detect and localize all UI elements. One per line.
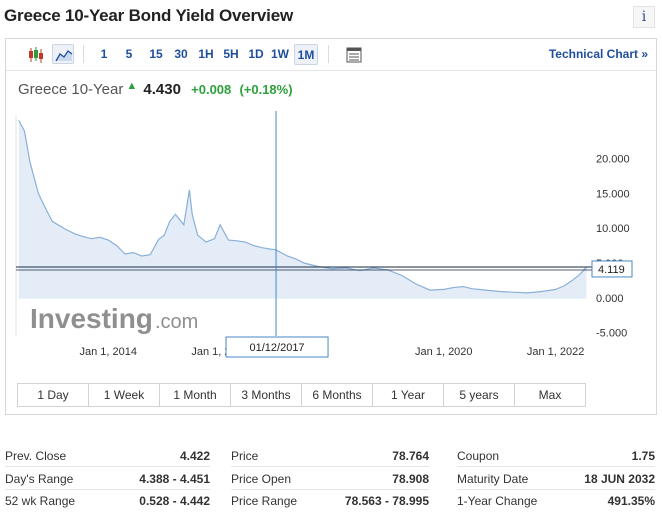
investing-watermark-domain: .com bbox=[155, 311, 198, 333]
y-tick-label: 10.000 bbox=[596, 223, 630, 235]
instrument-name: Greece 10-Year bbox=[18, 81, 124, 98]
range-1-day[interactable]: 1 Day bbox=[18, 384, 89, 406]
stat-value: 78.563 - 78.995 bbox=[344, 494, 429, 508]
stat-price-open: Price Open 78.908 bbox=[231, 468, 429, 490]
stat-price: Price 78.764 bbox=[231, 445, 429, 467]
toolbar-separator bbox=[83, 45, 84, 63]
stat-value: 4.422 bbox=[179, 449, 210, 463]
technical-chart-link[interactable]: Technical Chart » bbox=[548, 47, 648, 61]
stat-value: 78.764 bbox=[392, 449, 429, 463]
y-tick-label: 15.000 bbox=[596, 188, 630, 200]
last-value-label: 4.119 bbox=[598, 264, 625, 276]
divider bbox=[5, 466, 210, 467]
stat-label: Maturity Date bbox=[457, 472, 529, 486]
crosshair-date-label: 01/12/2017 bbox=[250, 342, 305, 354]
up-arrow-icon: ▲ bbox=[126, 80, 138, 92]
range-1-year[interactable]: 1 Year bbox=[373, 384, 444, 406]
timeframe-1h[interactable]: 1H bbox=[198, 47, 214, 61]
stat-label: 52 wk Range bbox=[5, 494, 76, 508]
stat-label: Price Open bbox=[231, 472, 292, 486]
stat-value: 4.388 - 4.451 bbox=[139, 472, 210, 486]
timeframe-1min[interactable]: 1 bbox=[100, 47, 108, 61]
stat-52wk-range: 52 wk Range 0.528 - 4.442 bbox=[5, 490, 210, 512]
price-change-pct: (+0.18%) bbox=[239, 82, 293, 97]
timeframe-15min[interactable]: 15 bbox=[149, 47, 163, 61]
stat-days-range: Day's Range 4.388 - 4.451 bbox=[5, 468, 210, 490]
stat-label: Price Range bbox=[231, 494, 298, 508]
series-area-fill bbox=[18, 120, 587, 299]
divider bbox=[457, 489, 655, 490]
stat-label: 1-Year Change bbox=[457, 494, 538, 508]
quote-header: Greece 10-Year ▲ 4.430 +0.008 (+0.18%) bbox=[18, 80, 293, 98]
range-1-week[interactable]: 1 Week bbox=[89, 384, 160, 406]
divider bbox=[231, 466, 429, 467]
range-6-months[interactable]: 6 Months bbox=[302, 384, 373, 406]
area-chart-icon[interactable] bbox=[52, 44, 74, 64]
stat-value: 0.528 - 4.442 bbox=[139, 494, 210, 508]
y-tick-label: 0.000 bbox=[596, 293, 624, 305]
series-line bbox=[18, 120, 587, 294]
divider bbox=[457, 466, 655, 467]
stat-label: Day's Range bbox=[5, 472, 74, 486]
range-max[interactable]: Max bbox=[515, 384, 585, 406]
chart-toolbar: 1 5 15 30 1H 5H 1D 1W 1M Technical Chart… bbox=[6, 39, 656, 71]
stat-value: 1.75 bbox=[631, 449, 655, 463]
stat-value: 491.35% bbox=[607, 494, 655, 508]
candlestick-icon[interactable] bbox=[24, 44, 46, 64]
x-tick-label: Jan 1, 2020 bbox=[415, 346, 473, 358]
stat-prev-close: Prev. Close 4.422 bbox=[5, 445, 210, 467]
stat-coupon: Coupon 1.75 bbox=[457, 445, 655, 467]
chart-widget: 1 5 15 30 1H 5H 1D 1W 1M Technical Chart… bbox=[5, 38, 657, 415]
price-chart[interactable]: Investing.com20.00015.00010.0005.0000.00… bbox=[6, 39, 656, 379]
investing-watermark: Investing bbox=[30, 303, 153, 334]
last-value-box bbox=[591, 260, 633, 278]
y-tick-label: -5.000 bbox=[596, 328, 627, 340]
divider bbox=[231, 489, 429, 490]
range-1-month[interactable]: 1 Month bbox=[160, 384, 231, 406]
stat-label: Price bbox=[231, 449, 259, 463]
toolbar-separator bbox=[328, 45, 329, 63]
stat-value: 18 JUN 2032 bbox=[584, 472, 655, 486]
timeframe-5min[interactable]: 5 bbox=[125, 47, 133, 61]
page-title: Greece 10-Year Bond Yield Overview bbox=[4, 6, 293, 25]
stat-1-year-change: 1-Year Change 491.35% bbox=[457, 490, 655, 512]
table-icon[interactable] bbox=[342, 44, 364, 64]
time-range-selector: 1 Day 1 Week 1 Month 3 Months 6 Months 1… bbox=[17, 383, 586, 407]
timeframe-30min[interactable]: 30 bbox=[174, 47, 188, 61]
stat-label: Coupon bbox=[457, 449, 500, 463]
x-tick-label: Jan 1, 2022 bbox=[527, 346, 585, 358]
timeframe-1w[interactable]: 1W bbox=[271, 47, 289, 61]
timeframe-1m[interactable]: 1M bbox=[294, 44, 318, 65]
stat-label: Prev. Close bbox=[5, 449, 67, 463]
timeframe-5h[interactable]: 5H bbox=[223, 47, 239, 61]
divider bbox=[5, 489, 210, 490]
range-3-months[interactable]: 3 Months bbox=[231, 384, 302, 406]
crosshair-date-box bbox=[225, 336, 329, 358]
last-price: 4.430 bbox=[143, 81, 181, 98]
y-tick-label: 20.000 bbox=[596, 154, 630, 166]
x-tick-label: Jan 1, 2014 bbox=[80, 346, 138, 358]
info-icon[interactable]: i bbox=[633, 6, 655, 28]
stat-value: 78.908 bbox=[392, 472, 429, 486]
stat-price-range: Price Range 78.563 - 78.995 bbox=[231, 490, 429, 512]
timeframe-1d[interactable]: 1D bbox=[248, 47, 264, 61]
price-change: +0.008 bbox=[191, 82, 232, 97]
range-5-years[interactable]: 5 years bbox=[444, 384, 515, 406]
stat-maturity-date: Maturity Date 18 JUN 2032 bbox=[457, 468, 655, 490]
